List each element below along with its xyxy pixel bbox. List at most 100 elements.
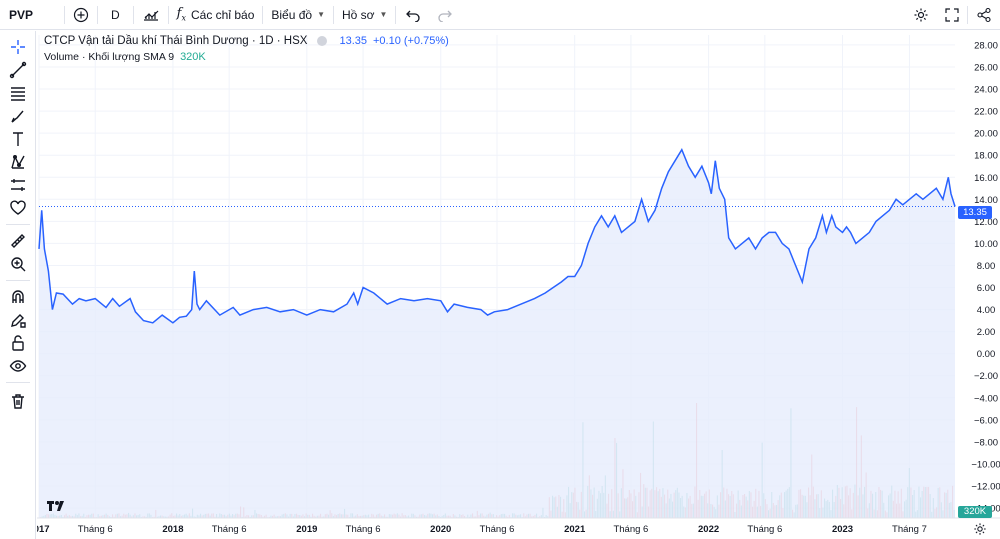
divider [132, 5, 134, 24]
price-line [38, 148, 956, 324]
x-tick-label: 2017 [37, 524, 50, 535]
x-tick-label: Tháng 6 [78, 524, 113, 535]
legend-price: 13.35 [339, 35, 367, 47]
x-tick-label: Tháng 6 [346, 524, 381, 535]
zoom-tool[interactable] [4, 252, 32, 276]
price-chart[interactable]: 28.00 26.00 24.00 22.00 20.00 18.00 16.00 14.00… [37, 31, 1000, 539]
pencil-lock-icon [11, 314, 26, 328]
fullscreen-icon [945, 8, 959, 22]
undo-button[interactable] [396, 0, 430, 30]
y-tick-label: 20.00 [974, 129, 998, 140]
legend-volume-row: Volume · Khối lượng SMA 9 320K [44, 49, 449, 65]
share-icon [977, 7, 991, 23]
text-icon [13, 132, 23, 146]
y-tick-label: −4.00 [974, 393, 998, 404]
y-tick-label: 26.00 [974, 62, 998, 73]
x-tick-label: Tháng 6 [747, 524, 782, 535]
chevron-down-icon: ▼ [379, 10, 388, 19]
legend-main-row: CTCP Vận tải Dầu khí Thái Bình Dương · 1… [44, 33, 449, 49]
chart-style-button[interactable] [134, 0, 168, 30]
divider [167, 5, 169, 24]
trendline-tool[interactable] [4, 58, 32, 82]
favorites-tool[interactable] [4, 196, 32, 220]
divider [6, 280, 30, 281]
price-axis[interactable]: 28.00 26.00 24.00 22.00 20.00 18.00 16.00 14.00… [971, 40, 1000, 514]
remove-drawings-tool[interactable] [4, 389, 32, 413]
interval-button[interactable]: D [111, 7, 120, 22]
tradingview-logo[interactable] [46, 499, 68, 515]
y-tick-label: 0.00 [977, 349, 996, 360]
gear-icon [974, 523, 986, 535]
y-tick-label: 22.00 [974, 107, 998, 118]
x-tick-label: Tháng 6 [480, 524, 515, 535]
share-button[interactable] [968, 0, 1000, 30]
eye-icon [9, 360, 27, 372]
divider [967, 6, 968, 24]
horizontal-lines-icon [11, 87, 25, 101]
divider [6, 382, 30, 383]
y-tick-label: 12.00 [974, 217, 998, 228]
bar-style-icon [143, 10, 159, 21]
text-tool[interactable] [4, 127, 32, 151]
divider [6, 224, 30, 225]
y-tick-label: −6.00 [974, 415, 998, 426]
x-tick-label: Tháng 6 [613, 524, 648, 535]
pattern-icon [11, 155, 25, 169]
y-tick-label: 10.00 [974, 239, 998, 250]
divider [97, 5, 98, 24]
prediction-icon [11, 179, 25, 191]
y-tick-label: 28.00 [974, 40, 998, 51]
chevron-down-icon: ▼ [317, 10, 325, 19]
y-tick-label: 4.00 [977, 305, 996, 316]
pattern-tool[interactable] [4, 150, 32, 174]
profile-menu-button[interactable]: Hồ sơ ▼ [334, 0, 395, 30]
y-tick-label: 6.00 [977, 283, 996, 294]
x-tick-label: 2023 [832, 524, 853, 535]
x-tick-label: 2021 [564, 524, 586, 535]
fullscreen-button[interactable] [937, 0, 967, 30]
x-tick-label: 2018 [162, 524, 183, 535]
time-axis[interactable]: 2017 Tháng 6 2018 Tháng 6 2019 Tháng 6 2020 Thá… [37, 524, 927, 535]
y-tick-label: 18.00 [974, 151, 998, 162]
divider [64, 5, 65, 24]
axis-settings-button[interactable] [973, 522, 989, 538]
magnet-icon [12, 290, 24, 303]
plus-circle-icon [73, 7, 89, 22]
y-tick-label: −10.00 [971, 459, 1000, 470]
settings-button[interactable] [905, 0, 937, 30]
unlock-icon [12, 335, 24, 351]
hide-tool[interactable] [4, 354, 32, 378]
eye-icon[interactable] [317, 36, 328, 46]
x-tick-label: 2022 [698, 524, 719, 535]
indicators-button[interactable]: fx Các chỉ báo [169, 0, 263, 30]
compare-button[interactable] [65, 0, 97, 30]
fib-tool[interactable] [4, 81, 32, 105]
chart-menu-label: Biểu đồ [271, 7, 313, 22]
legend-change: +0.10 (+0.75%) [372, 35, 449, 47]
magnet-tool[interactable] [4, 285, 32, 309]
lock-tool[interactable] [4, 331, 32, 355]
redo-button[interactable] [430, 0, 460, 30]
divider [262, 5, 264, 24]
crosshair-tool[interactable] [4, 35, 32, 59]
symbol-search[interactable]: PVP [9, 7, 34, 22]
fx-icon: fx [176, 6, 186, 23]
prediction-tool[interactable] [4, 173, 32, 197]
y-tick-label: 14.00 [974, 195, 998, 206]
trend-line-icon [9, 61, 27, 79]
chart-menu-button[interactable]: Biểu đồ ▼ [263, 0, 333, 30]
x-tick-label: Tháng 6 [212, 524, 247, 535]
stay-in-drawing-tool[interactable] [4, 308, 32, 332]
legend-title: CTCP Vận tải Dầu khí Thái Bình Dương · 1… [44, 35, 308, 47]
trash-icon [12, 394, 24, 409]
volume-legend-value: 320K [180, 51, 206, 63]
divider [333, 5, 334, 24]
zoom-in-icon [11, 257, 26, 272]
redo-icon [438, 10, 453, 22]
measure-tool[interactable] [4, 229, 32, 253]
top-toolbar: PVP D fx Các chỉ báo Biểu đồ ▼ Hồ sơ ▼ [0, 0, 1000, 30]
brush-tool[interactable] [4, 104, 32, 128]
volume-legend-label: Volume · Khối lượng SMA 9 [44, 51, 175, 63]
y-tick-label: 8.00 [977, 261, 996, 272]
